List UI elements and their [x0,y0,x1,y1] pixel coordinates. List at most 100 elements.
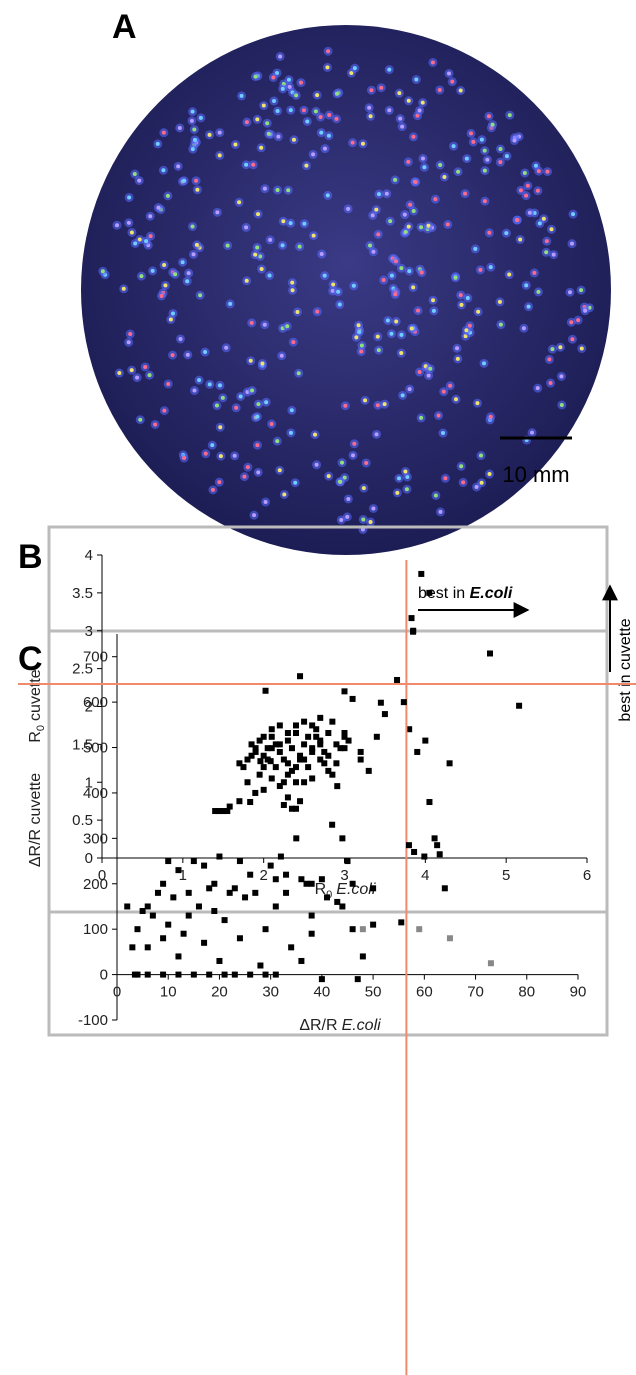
colony [485,157,490,162]
colony [218,425,223,430]
colony [256,402,261,407]
colony [207,382,212,387]
colony [148,214,153,219]
colony [263,499,268,504]
colony [420,100,425,105]
point [160,880,167,887]
colony [536,169,541,174]
point [373,733,380,740]
point [284,771,291,778]
colony [259,145,264,150]
point [329,771,336,778]
colony [286,77,291,82]
colony [203,451,208,456]
colony [438,509,443,514]
point [280,801,287,808]
colony [490,122,495,127]
colony [311,152,316,157]
point [283,889,290,896]
colony [271,98,276,103]
colony [279,353,284,358]
colony [115,223,120,228]
x-tick-label: 1 [179,867,187,884]
point [216,957,223,964]
colony [346,206,351,211]
panel-label: A [112,8,137,46]
colony [218,454,223,459]
point [262,971,269,978]
colony [375,334,380,339]
point [308,880,315,887]
x-tick-label: 80 [518,984,535,1001]
point [301,741,308,748]
colony [266,131,271,136]
colony [465,296,470,301]
colony [339,517,344,522]
colony [433,197,438,202]
point [305,733,312,740]
colony [225,243,230,248]
colony [143,364,148,369]
y-tick-label: 1.5 [72,736,93,753]
colony [138,417,143,422]
colony [360,141,365,146]
point [370,885,377,892]
petri-dish [81,25,611,555]
point [398,919,405,926]
colony [190,224,195,229]
colony [398,116,403,121]
colony [305,119,310,124]
point [236,798,243,805]
colony [261,103,266,108]
colony [411,285,416,290]
point [516,702,523,709]
point [293,722,299,729]
colony [482,168,487,173]
point [144,944,151,951]
point [165,858,172,865]
colony [234,405,239,410]
colony [453,397,458,402]
colony [548,381,553,386]
point [220,808,227,815]
colony [376,348,381,353]
point [276,722,283,729]
colony [207,132,212,137]
colony [569,241,574,246]
point [349,695,356,702]
colony [463,191,468,196]
colony [498,322,503,327]
colony [550,347,555,352]
point [260,786,267,793]
colony [244,162,249,167]
colony [156,205,161,210]
point [221,971,228,978]
point [252,745,259,752]
point [226,889,233,896]
colony [126,220,131,225]
colony [464,156,469,161]
point [231,885,238,892]
point [134,926,141,933]
colony [256,212,261,217]
point [211,908,218,915]
colony [185,279,190,284]
point [260,764,267,771]
colony [127,195,132,200]
colony [397,91,402,96]
point [293,730,299,737]
colony [253,252,258,257]
colony [176,164,181,169]
colony [100,269,105,274]
colony [325,65,330,70]
colony [558,345,563,350]
point [317,737,324,744]
point [280,779,287,786]
point [297,756,304,763]
colony [190,109,195,114]
colony [232,453,237,458]
point [400,699,407,706]
colony [304,163,309,168]
point [175,953,182,960]
